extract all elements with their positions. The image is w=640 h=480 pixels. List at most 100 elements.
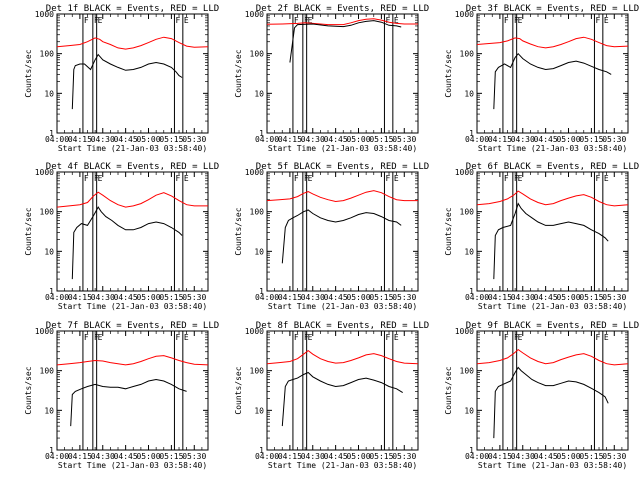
y-tick-label: 10	[254, 247, 264, 256]
x-axis-label: Start Time (21-Jan-03 03:58:40)	[478, 302, 627, 311]
x-tick-label: 04:00	[45, 293, 69, 302]
events-series-line	[493, 366, 609, 439]
x-tick-label: 05:15	[369, 293, 393, 302]
x-axis-label: Start Time (21-Jan-03 03:58:40)	[268, 461, 417, 470]
x-tick-label: 05:30	[602, 452, 626, 461]
lld-series-line	[266, 18, 418, 26]
y-axis-label: Counts/sec	[444, 49, 453, 97]
x-tick-label: 05:30	[602, 293, 626, 302]
y-tick-label: 100	[250, 208, 265, 217]
event-marker-label: F	[595, 16, 600, 25]
y-tick-label: 1000	[245, 327, 264, 336]
plot-frame	[476, 330, 629, 451]
x-tick-label: 05:15	[579, 452, 603, 461]
panel-7: Det 7f BLACK = Events, RED = LLD 1 10 100 10…	[24, 321, 219, 470]
y-tick-label: 1000	[455, 168, 474, 177]
event-marker-label: E	[518, 333, 523, 342]
lld-series-line	[266, 349, 419, 365]
panel-title: Det 2f BLACK = Events, RED = LLD	[256, 4, 429, 14]
y-tick-label: 1000	[35, 327, 54, 336]
lld-series-line	[476, 190, 629, 207]
x-tick-label: 05:30	[392, 293, 416, 302]
y-tick-label: 1	[469, 129, 474, 138]
y-axis-label: Counts/sec	[444, 207, 453, 255]
panel-6: Det 6f BLACK = Events, RED = LLD 1 10 100 10…	[444, 162, 639, 311]
panel-title: Det 3f BLACK = Events, RED = LLD	[466, 4, 639, 14]
x-axis-label: Start Time (21-Jan-03 03:58:40)	[268, 144, 417, 153]
y-tick-label: 1	[259, 446, 264, 455]
x-tick-label: 05:15	[579, 135, 603, 144]
x-tick-label: 04:45	[534, 135, 558, 144]
event-marker-label: E	[308, 333, 313, 342]
x-tick-label: 04:15	[488, 452, 512, 461]
y-tick-label: 1	[259, 129, 264, 138]
y-tick-label: 1	[259, 287, 264, 296]
y-axis-label: Counts/sec	[24, 207, 33, 255]
x-tick-label: 04:15	[278, 135, 302, 144]
panel-2: Det 2f BLACK = Events, RED = LLD 1 10 100 10…	[234, 4, 429, 153]
lld-series-line	[56, 36, 209, 50]
events-series-line	[71, 206, 183, 280]
event-marker-label: F	[175, 16, 180, 25]
x-tick-label: 04:30	[511, 452, 535, 461]
event-marker-label: F	[175, 174, 180, 183]
event-marker-label: E	[518, 174, 523, 183]
panel-8: Det 8f BLACK = Events, RED = LLD 1 10 100 10…	[234, 321, 429, 470]
events-series-line	[289, 20, 402, 63]
y-tick-label: 100	[460, 50, 475, 59]
y-axis-label: Counts/sec	[24, 49, 33, 97]
y-tick-label: 1000	[455, 327, 474, 336]
y-tick-label: 100	[460, 208, 475, 217]
x-tick-label: 04:00	[465, 452, 489, 461]
x-tick-label: 04:45	[534, 452, 558, 461]
panel-title: Det 6f BLACK = Events, RED = LLD	[466, 162, 639, 172]
event-marker-label: F	[294, 333, 299, 342]
y-tick-label: 10	[464, 89, 474, 98]
events-series-line	[493, 202, 609, 280]
x-tick-label: 04:30	[91, 293, 115, 302]
event-marker-label: F	[595, 333, 600, 342]
event-marker-label: F	[385, 174, 390, 183]
x-tick-label: 04:45	[114, 452, 138, 461]
panel-title: Det 4f BLACK = Events, RED = LLD	[46, 162, 219, 172]
x-tick-label: 05:15	[369, 135, 393, 144]
event-marker-label: E	[394, 174, 399, 183]
event-marker-label: E	[518, 16, 523, 25]
y-tick-label: 1	[49, 129, 54, 138]
event-marker-label: F	[294, 16, 299, 25]
event-marker-label: E	[604, 16, 609, 25]
y-tick-label: 10	[464, 247, 474, 256]
y-tick-label: 100	[40, 50, 55, 59]
y-tick-label: 1	[469, 446, 474, 455]
y-tick-label: 1	[49, 446, 54, 455]
y-tick-label: 10	[254, 406, 264, 415]
x-tick-label: 05:30	[182, 293, 206, 302]
x-tick-label: 04:45	[324, 135, 348, 144]
event-marker-label: F	[385, 333, 390, 342]
x-tick-label: 05:00	[346, 452, 370, 461]
event-marker-label: F	[84, 174, 89, 183]
y-tick-label: 1000	[35, 168, 54, 177]
event-marker-label: F	[294, 174, 299, 183]
panel-title: Det 7f BLACK = Events, RED = LLD	[46, 321, 219, 331]
x-tick-label: 04:00	[255, 452, 279, 461]
event-marker-label: F	[504, 16, 509, 25]
y-tick-label: 100	[460, 367, 475, 376]
x-tick-label: 05:15	[159, 135, 183, 144]
y-tick-label: 1000	[245, 168, 264, 177]
x-tick-label: 04:00	[255, 293, 279, 302]
event-marker-label: E	[604, 333, 609, 342]
panel-title: Det 1f BLACK = Events, RED = LLD	[46, 4, 219, 14]
y-tick-label: 1	[469, 287, 474, 296]
y-axis-label: Counts/sec	[234, 49, 243, 97]
y-tick-label: 100	[250, 367, 265, 376]
x-tick-label: 04:45	[114, 293, 138, 302]
lld-series-line	[476, 36, 629, 49]
x-tick-label: 04:00	[45, 135, 69, 144]
event-marker-label: E	[184, 333, 189, 342]
x-axis-label: Start Time (21-Jan-03 03:58:40)	[58, 461, 207, 470]
x-tick-label: 04:00	[45, 452, 69, 461]
x-tick-label: 04:30	[511, 135, 535, 144]
event-marker-label: E	[394, 16, 399, 25]
panel-4: Det 4f BLACK = Events, RED = LLD 1 10 100 10…	[24, 162, 219, 311]
